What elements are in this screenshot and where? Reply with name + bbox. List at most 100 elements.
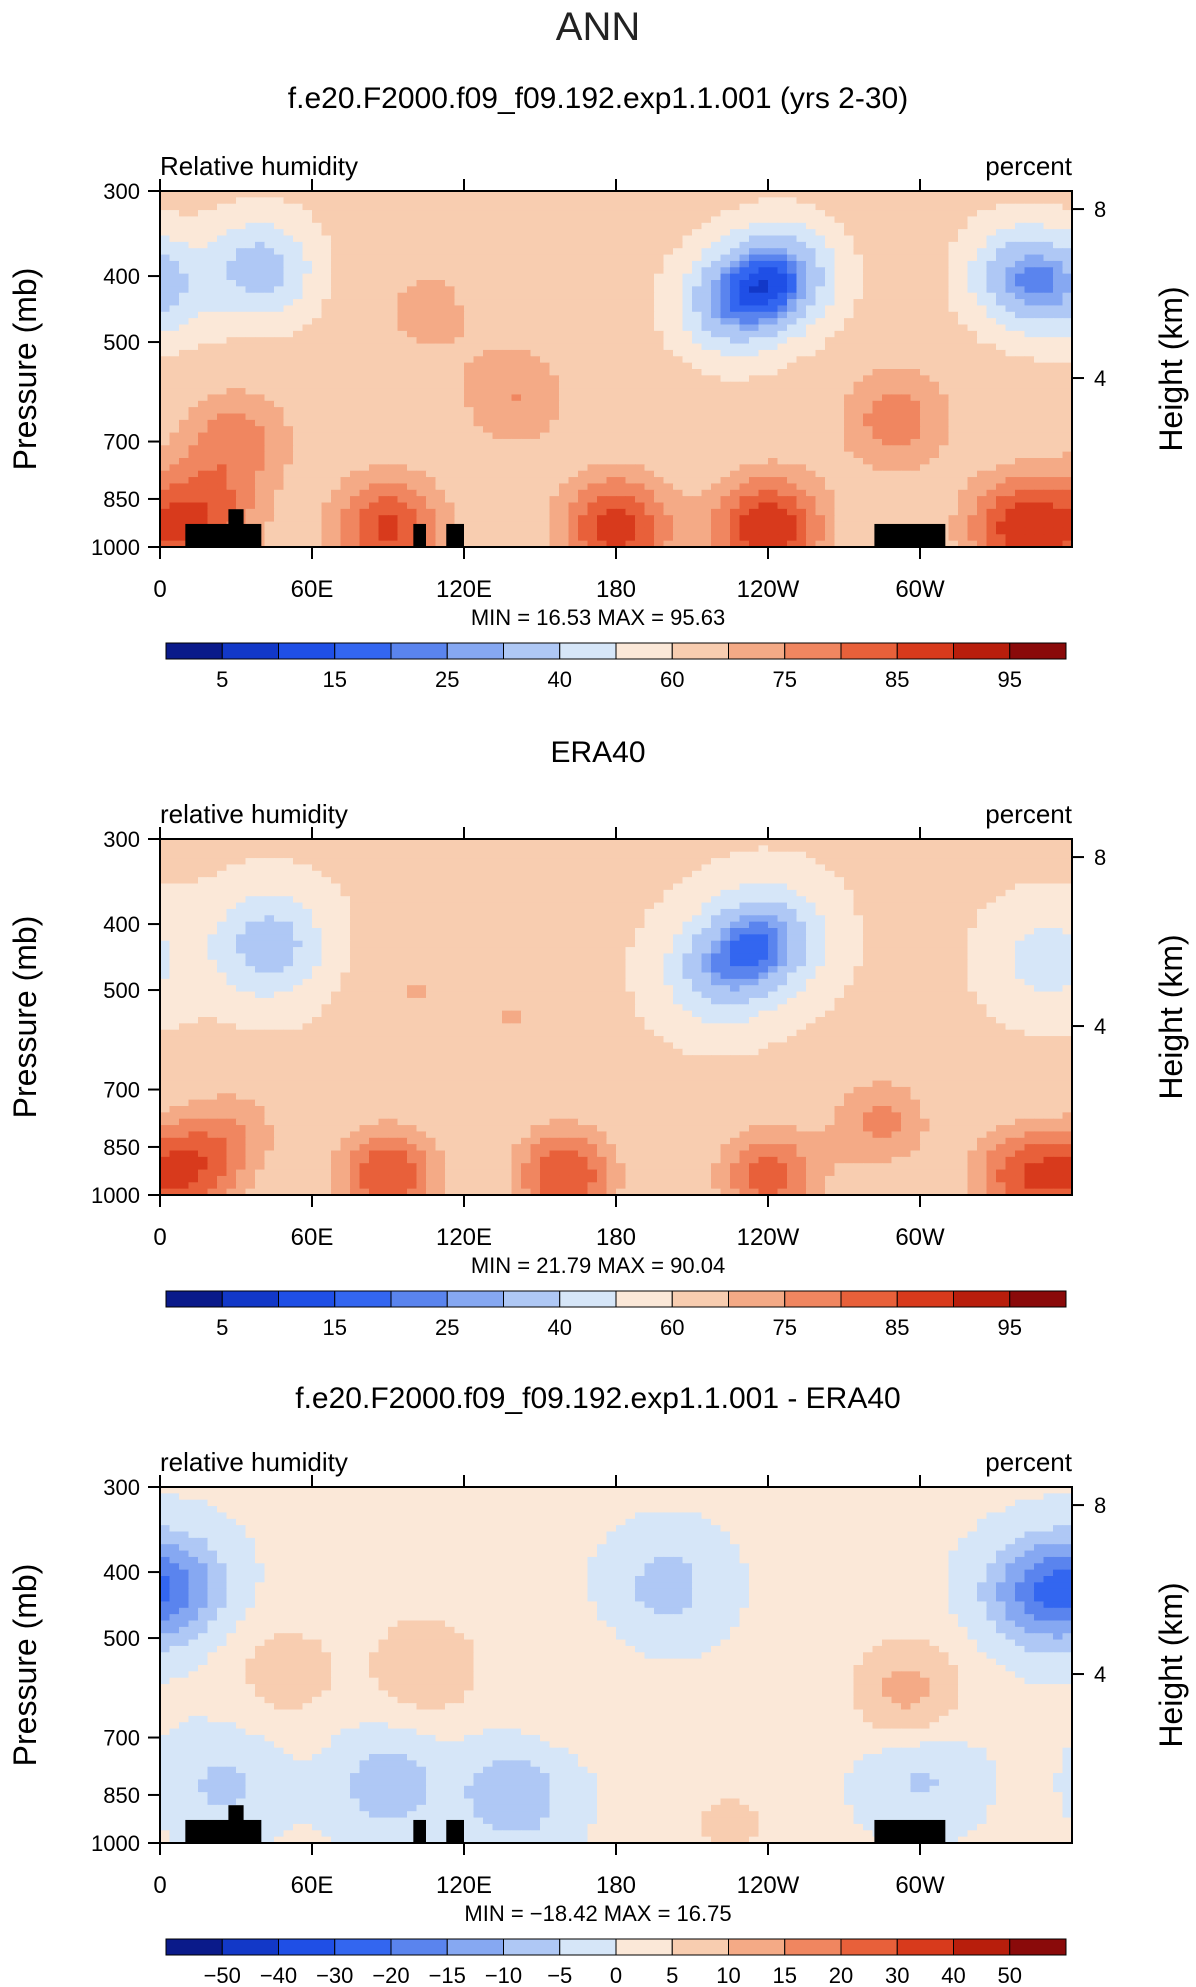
variable-label: relative humidity — [160, 799, 348, 829]
x-tick-label: 120E — [436, 1872, 492, 1899]
colorbar-label: 40 — [548, 1315, 572, 1340]
variable-label: relative humidity — [160, 1447, 348, 1477]
colorbar-swatch — [953, 1290, 1011, 1308]
x-tick-label: 180 — [596, 1872, 636, 1899]
colorbar-label: 5 — [666, 1963, 678, 1987]
colorbar-swatch — [446, 1938, 504, 1956]
colorbar-swatch — [840, 1290, 898, 1308]
colorbar-label: 75 — [773, 1315, 797, 1340]
colorbar-label: 25 — [435, 667, 459, 692]
y-tick-label: 500 — [103, 1626, 140, 1651]
height-tick-label: 8 — [1094, 197, 1106, 222]
colorbar: 5 15 25 40 60 75 85 95 — [165, 642, 1067, 692]
colorbar-swatch — [559, 1938, 617, 1956]
panel-title: ERA40 — [550, 736, 645, 769]
x-tick-label: 60E — [291, 576, 334, 603]
colorbar-swatch — [896, 1938, 954, 1956]
units-label: percent — [985, 151, 1072, 181]
colorbar-label: 0 — [610, 1963, 622, 1987]
colorbar: 5 15 25 40 60 75 85 95 — [165, 1290, 1067, 1340]
y-tick-label: 850 — [103, 1783, 140, 1808]
colorbar-swatch — [278, 1938, 336, 1956]
x-tick-label: 60W — [895, 576, 945, 603]
colorbar-label: −20 — [372, 1963, 409, 1987]
colorbar-swatch — [446, 642, 504, 660]
contour-field — [160, 839, 1072, 1195]
height-tick-label: 4 — [1094, 1014, 1106, 1039]
y-tick-label: 700 — [103, 1726, 140, 1751]
colorbar-swatch — [278, 1290, 336, 1308]
contour-field — [160, 1487, 1072, 1843]
colorbar-swatch — [503, 642, 561, 660]
x-tick-label: 0 — [153, 1224, 166, 1251]
x-tick-label: 60W — [895, 1872, 945, 1899]
x-tick-label: 120W — [737, 1224, 800, 1251]
colorbar-swatch — [615, 1938, 673, 1956]
colorbar-swatch — [278, 642, 336, 660]
colorbar-swatch — [559, 642, 617, 660]
colorbar-label: 15 — [323, 667, 347, 692]
y-tick-label: 1000 — [91, 1183, 140, 1208]
variable-label: Relative humidity — [160, 151, 358, 181]
colorbar-swatch — [840, 1938, 898, 1956]
colorbar-label: −5 — [547, 1963, 572, 1987]
colorbar-label: 5 — [216, 1315, 228, 1340]
contour-field — [160, 191, 1072, 547]
x-tick-label: 120E — [436, 1224, 492, 1251]
colorbar-swatch — [896, 1290, 954, 1308]
colorbar-swatch — [784, 1290, 842, 1308]
panel-1: f.e20.F2000.f09_f09.192.exp1.1.001 (yrs … — [7, 82, 1189, 692]
colorbar-label: 15 — [323, 1315, 347, 1340]
colorbar-swatch — [728, 642, 786, 660]
colorbar: −50 −40 −30 −20 −15 −10 −5 0 5 10 15 20 30 40 50 — [165, 1938, 1067, 1987]
colorbar-swatch — [334, 1938, 392, 1956]
colorbar-swatch — [165, 1290, 223, 1308]
colorbar-swatch — [334, 642, 392, 660]
colorbar-swatch — [503, 1290, 561, 1308]
colorbar-swatch — [671, 1938, 729, 1956]
season-title: ANN — [556, 5, 640, 49]
y-axis-title: Pressure (mb) — [7, 916, 43, 1119]
colorbar-swatch — [671, 1290, 729, 1308]
colorbar-swatch — [896, 642, 954, 660]
y-tick-label: 400 — [103, 264, 140, 289]
colorbar-label: 5 — [216, 667, 228, 692]
topography-mask — [185, 509, 946, 547]
colorbar-swatch — [221, 1290, 279, 1308]
x-tick-label: 180 — [596, 576, 636, 603]
colorbar-swatch — [390, 1290, 448, 1308]
colorbar-label: 60 — [660, 1315, 684, 1340]
colorbar-label: 95 — [998, 667, 1022, 692]
x-tick-label: 120W — [737, 576, 800, 603]
x-tick-label: 120W — [737, 1872, 800, 1899]
height-tick-label: 8 — [1094, 1493, 1106, 1518]
y-tick-label: 300 — [103, 179, 140, 204]
y-tick-label: 700 — [103, 1078, 140, 1103]
colorbar-swatch — [221, 1938, 279, 1956]
y-tick-label: 500 — [103, 978, 140, 1003]
colorbar-label: 10 — [716, 1963, 740, 1987]
colorbar-label: 75 — [773, 667, 797, 692]
x-tick-label: 120E — [436, 576, 492, 603]
colorbar-label: −15 — [429, 1963, 466, 1987]
colorbar-swatch — [503, 1938, 561, 1956]
colorbar-swatch — [1009, 1938, 1067, 1956]
height-tick-label: 4 — [1094, 1662, 1106, 1687]
topography-mask — [185, 1805, 946, 1843]
colorbar-swatch — [1009, 642, 1067, 660]
y-tick-label: 400 — [103, 1560, 140, 1585]
colorbar-swatch — [784, 642, 842, 660]
colorbar-swatch — [615, 642, 673, 660]
colorbar-swatch — [615, 1290, 673, 1308]
panel-3: f.e20.F2000.f09_f09.192.exp1.1.001 - ERA… — [7, 1382, 1189, 1987]
colorbar-swatch — [784, 1938, 842, 1956]
y-tick-label: 850 — [103, 1135, 140, 1160]
colorbar-swatch — [390, 1938, 448, 1956]
y-axis-title: Pressure (mb) — [7, 1564, 43, 1767]
y-tick-label: 500 — [103, 330, 140, 355]
x-tick-label: 60W — [895, 1224, 945, 1251]
y-tick-label: 850 — [103, 487, 140, 512]
height-tick-label: 4 — [1094, 366, 1106, 391]
